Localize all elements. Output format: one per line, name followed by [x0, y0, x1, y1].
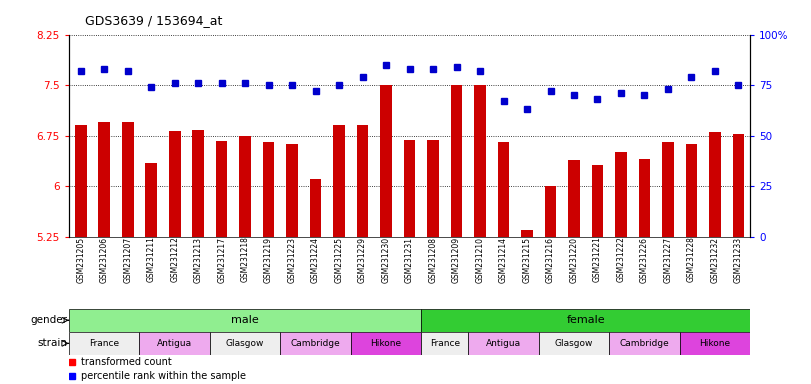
Text: GSM231206: GSM231206: [100, 237, 109, 283]
Text: GSM231222: GSM231222: [616, 237, 625, 283]
Bar: [169, 131, 181, 237]
Bar: [569, 161, 580, 237]
Text: strain: strain: [38, 338, 68, 348]
Bar: [451, 85, 462, 237]
Bar: [615, 152, 627, 237]
Text: GSM231223: GSM231223: [288, 237, 297, 283]
Bar: [263, 142, 274, 237]
Bar: [521, 230, 533, 237]
Bar: [192, 130, 204, 237]
Bar: [145, 162, 157, 237]
Text: Antigua: Antigua: [157, 339, 192, 348]
Bar: [421, 309, 750, 332]
Bar: [310, 179, 321, 237]
Text: GSM231225: GSM231225: [335, 237, 344, 283]
Text: Glasgow: Glasgow: [555, 339, 593, 348]
Text: transformed count: transformed count: [81, 358, 172, 367]
Bar: [216, 141, 228, 237]
Text: gender: gender: [31, 315, 68, 325]
Bar: [468, 332, 539, 355]
Bar: [474, 85, 486, 237]
Bar: [638, 159, 650, 237]
Text: male: male: [231, 315, 259, 325]
Text: GSM231212: GSM231212: [170, 237, 179, 283]
Text: GSM231215: GSM231215: [522, 237, 531, 283]
Text: GDS3639 / 153694_at: GDS3639 / 153694_at: [85, 14, 222, 27]
Bar: [380, 85, 392, 237]
Bar: [427, 140, 439, 237]
Text: GSM231217: GSM231217: [217, 237, 226, 283]
Bar: [709, 132, 721, 237]
Text: GSM231232: GSM231232: [710, 237, 719, 283]
Text: Glasgow: Glasgow: [226, 339, 264, 348]
Text: GSM231216: GSM231216: [546, 237, 555, 283]
Text: GSM231224: GSM231224: [311, 237, 320, 283]
Bar: [732, 134, 744, 237]
Bar: [404, 140, 415, 237]
Text: GSM231214: GSM231214: [499, 237, 508, 283]
Text: GSM231231: GSM231231: [405, 237, 414, 283]
Bar: [591, 164, 603, 237]
Text: GSM231211: GSM231211: [147, 237, 156, 283]
Bar: [75, 126, 87, 237]
Text: GSM231226: GSM231226: [640, 237, 649, 283]
Bar: [281, 332, 351, 355]
Text: Cambridge: Cambridge: [620, 339, 669, 348]
Bar: [139, 332, 210, 355]
Text: France: France: [430, 339, 460, 348]
Bar: [498, 142, 509, 237]
Bar: [333, 126, 345, 237]
Text: GSM231219: GSM231219: [264, 237, 273, 283]
Bar: [210, 332, 281, 355]
Bar: [69, 332, 139, 355]
Text: GSM231229: GSM231229: [358, 237, 367, 283]
Text: GSM231221: GSM231221: [593, 237, 602, 283]
Text: GSM231209: GSM231209: [452, 237, 461, 283]
Text: GSM231233: GSM231233: [734, 237, 743, 283]
Text: France: France: [89, 339, 119, 348]
Text: percentile rank within the sample: percentile rank within the sample: [81, 371, 247, 381]
Bar: [539, 332, 609, 355]
Bar: [680, 332, 750, 355]
Bar: [351, 332, 421, 355]
Bar: [122, 122, 134, 237]
Text: GSM231210: GSM231210: [475, 237, 484, 283]
Text: GSM231228: GSM231228: [687, 237, 696, 283]
Text: GSM231208: GSM231208: [428, 237, 438, 283]
Bar: [685, 144, 697, 237]
Bar: [662, 142, 674, 237]
Text: Hikone: Hikone: [699, 339, 731, 348]
Text: GSM231205: GSM231205: [76, 237, 85, 283]
Bar: [421, 332, 468, 355]
Text: GSM231230: GSM231230: [381, 237, 391, 283]
Text: GSM231207: GSM231207: [123, 237, 132, 283]
Text: GSM231220: GSM231220: [569, 237, 578, 283]
Bar: [286, 144, 298, 237]
Text: female: female: [566, 315, 605, 325]
Bar: [239, 136, 251, 237]
Bar: [609, 332, 680, 355]
Text: GSM231213: GSM231213: [194, 237, 203, 283]
Text: GSM231227: GSM231227: [663, 237, 672, 283]
Bar: [98, 122, 110, 237]
Text: GSM231218: GSM231218: [241, 237, 250, 283]
Text: Antigua: Antigua: [486, 339, 521, 348]
Text: Cambridge: Cambridge: [290, 339, 341, 348]
Text: Hikone: Hikone: [371, 339, 401, 348]
Bar: [69, 309, 421, 332]
Bar: [357, 126, 368, 237]
Bar: [545, 186, 556, 237]
